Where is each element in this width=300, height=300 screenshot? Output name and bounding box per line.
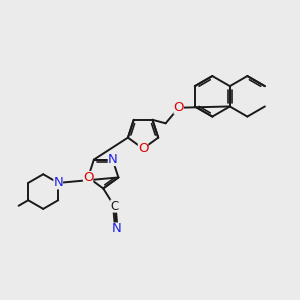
Text: O: O [138,142,148,155]
Text: O: O [173,101,184,114]
Text: N: N [53,176,63,189]
Text: O: O [83,171,93,184]
Text: C: C [110,200,118,213]
Text: N: N [112,223,121,236]
Text: N: N [108,153,118,166]
